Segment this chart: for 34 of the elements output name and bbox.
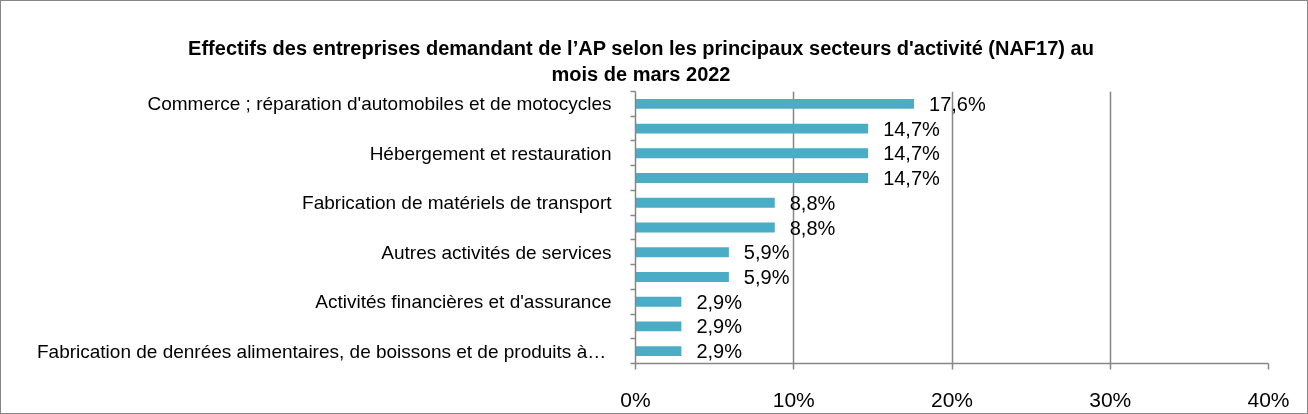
data-label: 8,8% bbox=[789, 216, 836, 239]
y-tick-label: Hébergement et restauration bbox=[369, 142, 612, 164]
y-tick-label: Activités financières et d'assurance bbox=[315, 291, 612, 313]
x-tick-label: 0% bbox=[620, 387, 651, 411]
data-label: 14,7% bbox=[883, 167, 941, 190]
x-tick-label: 40% bbox=[1247, 387, 1290, 411]
bar bbox=[635, 321, 682, 332]
bar bbox=[635, 247, 729, 258]
x-tick-label: 10% bbox=[772, 387, 815, 411]
bar bbox=[635, 98, 915, 109]
data-label: 5,9% bbox=[743, 241, 790, 264]
y-tick-label: Fabrication de matériels de transport bbox=[302, 192, 613, 214]
data-label: 14,7% bbox=[883, 142, 941, 165]
x-tick-label: 30% bbox=[1089, 387, 1132, 411]
bar bbox=[635, 222, 775, 233]
bar bbox=[635, 346, 682, 357]
bar bbox=[635, 173, 869, 183]
x-tick-label: 20% bbox=[930, 387, 974, 411]
data-label: 2,9% bbox=[696, 340, 743, 363]
y-tick-label: Autres activités de services bbox=[381, 241, 612, 263]
data-label: 17,6% bbox=[929, 92, 986, 115]
bar bbox=[635, 272, 729, 282]
bar bbox=[635, 148, 869, 159]
data-label: 5,9% bbox=[743, 265, 790, 288]
bar bbox=[635, 123, 869, 134]
chart-title: Effectifs des entreprises demandant de l’AP selon les principaux secteurs d'activité (NAF17) au mois de mars 2022 bbox=[187, 36, 1095, 87]
data-label: 8,8% bbox=[789, 191, 836, 214]
data-label: 2,9% bbox=[696, 290, 743, 313]
y-tick-label: Commerce ; réparation d'automobiles et de motocycles bbox=[147, 93, 612, 115]
bar bbox=[635, 197, 775, 208]
bar bbox=[635, 296, 682, 307]
data-label: 14,7% bbox=[883, 117, 941, 140]
y-tick-label: Fabrication de denrées alimentaires, de boissons et de produits à… bbox=[36, 340, 607, 362]
data-label: 2,9% bbox=[696, 315, 743, 338]
